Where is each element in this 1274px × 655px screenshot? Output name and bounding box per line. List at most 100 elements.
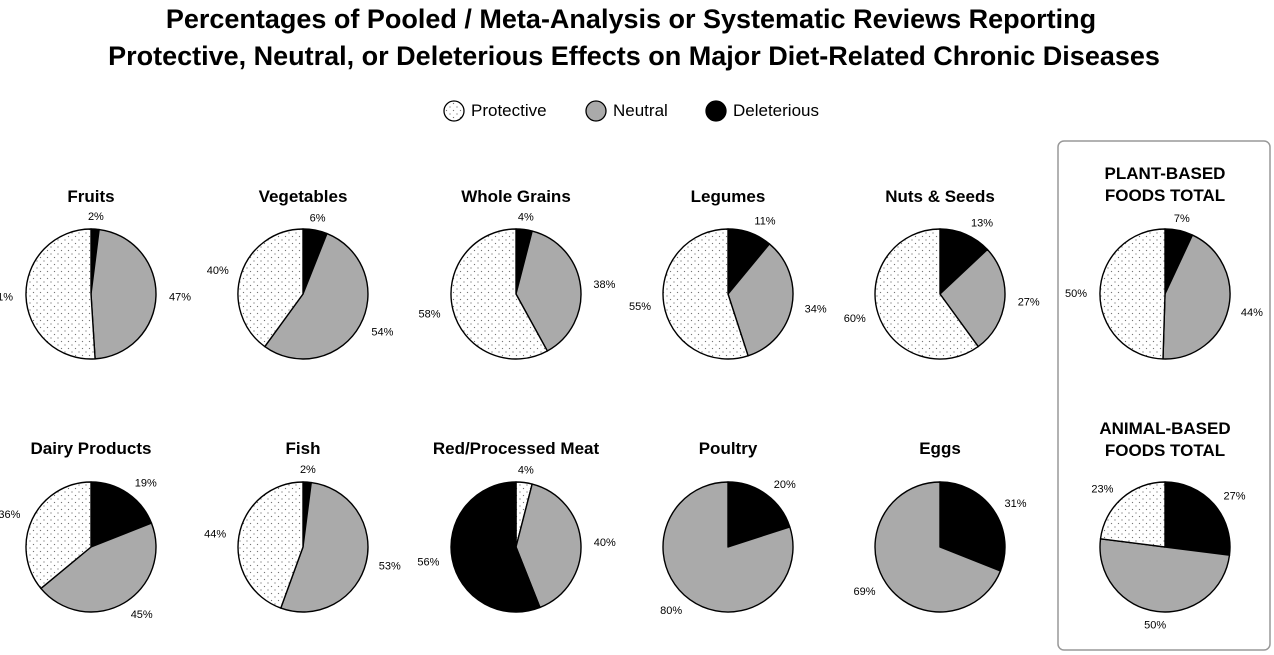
pie-title-red-processed-meat: Red/Processed Meat <box>433 439 600 458</box>
slice-dairy-products-protective <box>25 481 92 590</box>
slice-nuts-and-seeds-neutral <box>939 248 1006 348</box>
pie-title-animal-based-foods-total: FOODS TOTAL <box>1105 441 1225 460</box>
pie-title-legumes: Legumes <box>691 187 766 206</box>
slice-eggs-neutral <box>874 481 1002 613</box>
slice-poultry-neutral <box>662 481 794 613</box>
data-label-nuts-and-seeds-protective: 60% <box>844 313 866 325</box>
data-label-eggs-deleterious: 31% <box>1005 498 1027 510</box>
pie-fruits: Fruits 2% 47% 51% <box>0 187 191 360</box>
data-label-fruits-deleterious: 2% <box>88 211 104 223</box>
legend-label-neutral: Neutral <box>613 101 668 120</box>
pie-title-dairy-products: Dairy Products <box>31 439 152 458</box>
slice-animal-based-foods-total-deleterious <box>1164 481 1231 556</box>
legend-item-protective: Protective <box>443 100 547 122</box>
slice-red-processed-meat-deleterious <box>450 481 541 613</box>
slice-vegetables-neutral <box>264 232 369 360</box>
data-label-vegetables-deleterious: 6% <box>310 212 326 224</box>
pie-poultry: Poultry 20% 80% <box>660 439 796 617</box>
slice-red-processed-meat-neutral <box>515 483 582 609</box>
pie-animal-based-foods-total: ANIMAL-BASED FOODS TOTAL 27% 50% 23% <box>1091 419 1245 631</box>
legend-label-protective: Protective <box>471 101 547 120</box>
data-label-nuts-and-seeds-deleterious: 13% <box>971 217 993 229</box>
legend-swatch-deleterious <box>705 100 727 122</box>
data-label-fish-protective: 44% <box>204 529 226 541</box>
pie-plant-based-foods-total: PLANT-BASED FOODS TOTAL 7% 44% 50% <box>1065 164 1263 360</box>
data-label-plant-based-foods-total-protective: 50% <box>1065 288 1087 300</box>
data-label-fruits-protective: 51% <box>0 292 13 304</box>
legend-swatch-protective <box>443 100 465 122</box>
pie-legumes: Legumes 11% 34% 55% <box>629 187 827 360</box>
pie-red-processed-meat: Red/Processed Meat 4% 40% 56% <box>417 439 616 613</box>
data-label-whole-grains-protective: 58% <box>418 308 440 320</box>
pie-title-fruits: Fruits <box>67 187 114 206</box>
data-label-animal-based-foods-total-neutral: 50% <box>1144 619 1166 631</box>
pie-title-poultry: Poultry <box>699 439 758 458</box>
pie-title-vegetables: Vegetables <box>259 187 348 206</box>
data-label-poultry-deleterious: 20% <box>774 479 796 491</box>
legend-item-deleterious: Deleterious <box>705 100 819 122</box>
pie-title-animal-based-foods-total: ANIMAL-BASED <box>1099 419 1230 438</box>
data-label-red-processed-meat-neutral: 40% <box>594 537 616 549</box>
data-label-whole-grains-deleterious: 4% <box>518 212 534 224</box>
chart-title-line2: Protective, Neutral, or Deleterious Effe… <box>108 41 1160 71</box>
slice-fish-neutral <box>280 481 369 613</box>
data-label-vegetables-protective: 40% <box>207 265 229 277</box>
legend: Protective Neutral Deleterious <box>443 100 819 122</box>
slice-animal-based-foods-total-protective <box>1099 481 1166 548</box>
data-label-animal-based-foods-total-protective: 23% <box>1091 484 1113 496</box>
legend-label-deleterious: Deleterious <box>733 101 819 120</box>
pie-fish: Fish 2% 53% 44% <box>204 439 401 613</box>
legend-item-neutral: Neutral <box>585 100 668 122</box>
pie-title-whole-grains: Whole Grains <box>461 187 571 206</box>
pie-eggs: Eggs 31% 69% <box>853 439 1027 613</box>
data-label-nuts-and-seeds-neutral: 27% <box>1018 296 1040 308</box>
chart-title-line1: Percentages of Pooled / Meta-Analysis or… <box>166 4 1096 34</box>
pie-dairy-products: Dairy Products 19% 45% 36% <box>0 439 157 621</box>
data-label-vegetables-neutral: 54% <box>371 327 393 339</box>
data-label-animal-based-foods-total-deleterious: 27% <box>1224 490 1246 502</box>
pie-title-nuts-and-seeds: Nuts & Seeds <box>885 187 995 206</box>
pie-title-fish: Fish <box>286 439 321 458</box>
slice-plant-based-foods-total-neutral <box>1162 234 1231 360</box>
slice-dairy-products-neutral <box>40 522 157 613</box>
slice-whole-grains-neutral <box>515 230 582 352</box>
legend-swatch-neutral <box>585 100 607 122</box>
data-label-poultry-neutral: 80% <box>660 605 682 617</box>
pie-title-plant-based-foods-total: PLANT-BASED <box>1105 164 1226 183</box>
slice-fruits-protective <box>25 228 96 360</box>
pie-title-plant-based-foods-total: FOODS TOTAL <box>1105 186 1225 205</box>
slice-vegetables-protective <box>237 228 304 348</box>
slice-animal-based-foods-total-neutral <box>1099 538 1231 613</box>
data-label-legumes-deleterious: 11% <box>754 216 775 228</box>
data-label-dairy-products-neutral: 45% <box>131 609 153 621</box>
data-label-whole-grains-neutral: 38% <box>593 279 615 291</box>
slice-legumes-protective <box>662 228 749 360</box>
data-label-plant-based-foods-total-neutral: 44% <box>1241 307 1263 319</box>
slice-legumes-neutral <box>727 243 794 357</box>
slice-fish-protective <box>237 481 304 609</box>
data-label-red-processed-meat-protective: 4% <box>518 465 534 477</box>
data-label-dairy-products-protective: 36% <box>0 509 21 521</box>
data-label-legumes-protective: 55% <box>629 301 651 313</box>
pie-whole-grains: Whole Grains 4% 38% 58% <box>418 187 616 360</box>
pie-title-eggs: Eggs <box>919 439 961 458</box>
data-label-fruits-neutral: 47% <box>169 292 191 304</box>
data-label-eggs-neutral: 69% <box>853 586 875 598</box>
data-label-dairy-products-deleterious: 19% <box>135 478 157 490</box>
totals-panel-border <box>1057 140 1271 651</box>
slice-nuts-and-seeds-protective <box>874 228 979 360</box>
slice-fruits-neutral <box>90 228 157 360</box>
data-label-red-processed-meat-deleterious: 56% <box>417 557 439 569</box>
slice-dairy-products-deleterious <box>90 481 153 548</box>
pie-vegetables: Vegetables 6% 54% 40% <box>207 187 394 360</box>
slice-plant-based-foods-total-protective <box>1099 228 1166 360</box>
data-label-fish-deleterious: 2% <box>300 464 316 476</box>
slice-whole-grains-protective <box>450 228 549 360</box>
data-label-plant-based-foods-total-deleterious: 7% <box>1174 213 1190 225</box>
data-label-legumes-neutral: 34% <box>805 304 827 316</box>
pie-nuts-and-seeds: Nuts & Seeds 13% 27% 60% <box>844 187 1040 360</box>
data-label-fish-neutral: 53% <box>379 560 401 572</box>
slice-eggs-deleterious <box>939 481 1006 572</box>
slice-poultry-deleterious <box>727 481 791 548</box>
